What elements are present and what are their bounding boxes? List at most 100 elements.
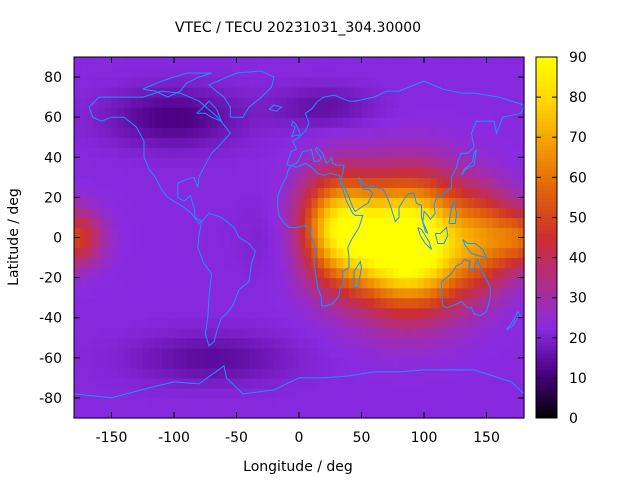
heatmap-cell: [230, 107, 238, 118]
heatmap-cell: [324, 297, 331, 309]
heatmap-cell: [474, 307, 481, 319]
heatmap-cell: [149, 57, 156, 68]
heatmap-cell: [367, 277, 375, 289]
heatmap-cell: [411, 227, 419, 239]
heatmap-cell: [249, 357, 256, 369]
heatmap-cell: [92, 377, 100, 389]
heatmap-cell: [342, 267, 350, 279]
heatmap-cell: [417, 377, 425, 389]
heatmap-cell: [455, 337, 463, 349]
heatmap-cell: [205, 207, 213, 219]
heatmap-cell: [117, 187, 125, 198]
heatmap-cell: [117, 227, 125, 239]
heatmap-cell: [105, 127, 113, 138]
heatmap-cell: [455, 57, 463, 68]
heatmap-cell: [136, 397, 144, 409]
heatmap-cell: [399, 117, 406, 128]
heatmap-cell: [405, 227, 413, 239]
heatmap-cell: [186, 117, 194, 128]
heatmap-cell: [324, 67, 331, 78]
heatmap-cell: [305, 277, 313, 289]
heatmap-cell: [511, 307, 519, 319]
heatmap-cell: [324, 357, 331, 369]
heatmap-cell: [324, 237, 331, 249]
heatmap-cell: [92, 207, 100, 219]
heatmap-cell: [99, 117, 106, 128]
heatmap-cell: [311, 307, 319, 319]
heatmap-cell: [111, 157, 119, 168]
heatmap-cell: [92, 157, 100, 168]
heatmap-cell: [261, 307, 269, 319]
heatmap-cell: [342, 247, 350, 259]
heatmap-cell: [505, 377, 513, 389]
colorbar-segment: [536, 337, 557, 343]
heatmap-cell: [180, 257, 188, 269]
heatmap-cell: [130, 197, 138, 209]
heatmap-cell: [74, 337, 81, 349]
heatmap-cell: [74, 347, 81, 359]
heatmap-cell: [186, 127, 194, 138]
heatmap-cell: [211, 267, 219, 279]
heatmap-cell: [105, 347, 113, 359]
heatmap-cell: [230, 137, 238, 148]
heatmap-cell: [486, 297, 494, 309]
heatmap-cell: [311, 237, 319, 249]
heatmap-cell: [442, 177, 450, 188]
heatmap-cell: [361, 347, 369, 359]
heatmap-cell: [217, 387, 225, 399]
heatmap-cell: [461, 137, 469, 148]
heatmap-cell: [480, 157, 488, 168]
heatmap-cell: [274, 297, 281, 309]
heatmap-cell: [174, 337, 181, 349]
heatmap-cell: [199, 297, 206, 309]
heatmap-cell: [149, 77, 156, 88]
heatmap-cell: [117, 327, 125, 339]
heatmap-cell: [336, 267, 344, 279]
heatmap-cell: [449, 217, 456, 229]
heatmap-cell: [292, 247, 300, 259]
heatmap-cell: [267, 327, 275, 339]
heatmap-cell: [499, 297, 506, 309]
heatmap-cell: [174, 287, 181, 299]
heatmap-cell: [261, 367, 269, 379]
heatmap-cell: [386, 337, 394, 349]
heatmap-cell: [474, 397, 481, 409]
heatmap-cell: [411, 357, 419, 369]
heatmap-cell: [180, 267, 188, 279]
heatmap-cell: [130, 257, 138, 269]
heatmap-cell: [349, 127, 356, 138]
heatmap-cell: [292, 397, 300, 409]
colorbar-tick-label: 0: [569, 411, 578, 427]
heatmap-cell: [480, 147, 488, 158]
heatmap-cell: [336, 87, 344, 98]
heatmap-cell: [349, 97, 356, 108]
heatmap-cell: [392, 347, 400, 359]
heatmap-cell: [324, 327, 331, 339]
heatmap-cell: [286, 207, 294, 219]
heatmap-cell: [336, 107, 344, 118]
heatmap-cell: [105, 57, 113, 68]
heatmap-cell: [367, 357, 375, 369]
heatmap-cell: [442, 327, 450, 339]
heatmap-cell: [361, 77, 369, 88]
heatmap-cell: [192, 407, 200, 419]
heatmap-cell: [155, 247, 163, 259]
heatmap-cell: [130, 77, 138, 88]
heatmap-cell: [180, 297, 188, 309]
heatmap-cell: [455, 207, 463, 219]
heatmap-cell: [511, 337, 519, 349]
heatmap-cell: [74, 167, 81, 178]
heatmap-cell: [436, 347, 444, 359]
heatmap-cell: [224, 137, 231, 148]
heatmap-cell: [417, 407, 425, 419]
heatmap-cell: [105, 137, 113, 148]
heatmap-cell: [199, 117, 206, 128]
heatmap-cell: [374, 207, 381, 219]
heatmap-cell: [480, 337, 488, 349]
heatmap-cell: [142, 377, 150, 389]
heatmap-cell: [386, 347, 394, 359]
heatmap-cell: [505, 137, 513, 148]
heatmap-cell: [474, 227, 481, 239]
heatmap-cell: [392, 157, 400, 168]
heatmap-cell: [480, 167, 488, 178]
